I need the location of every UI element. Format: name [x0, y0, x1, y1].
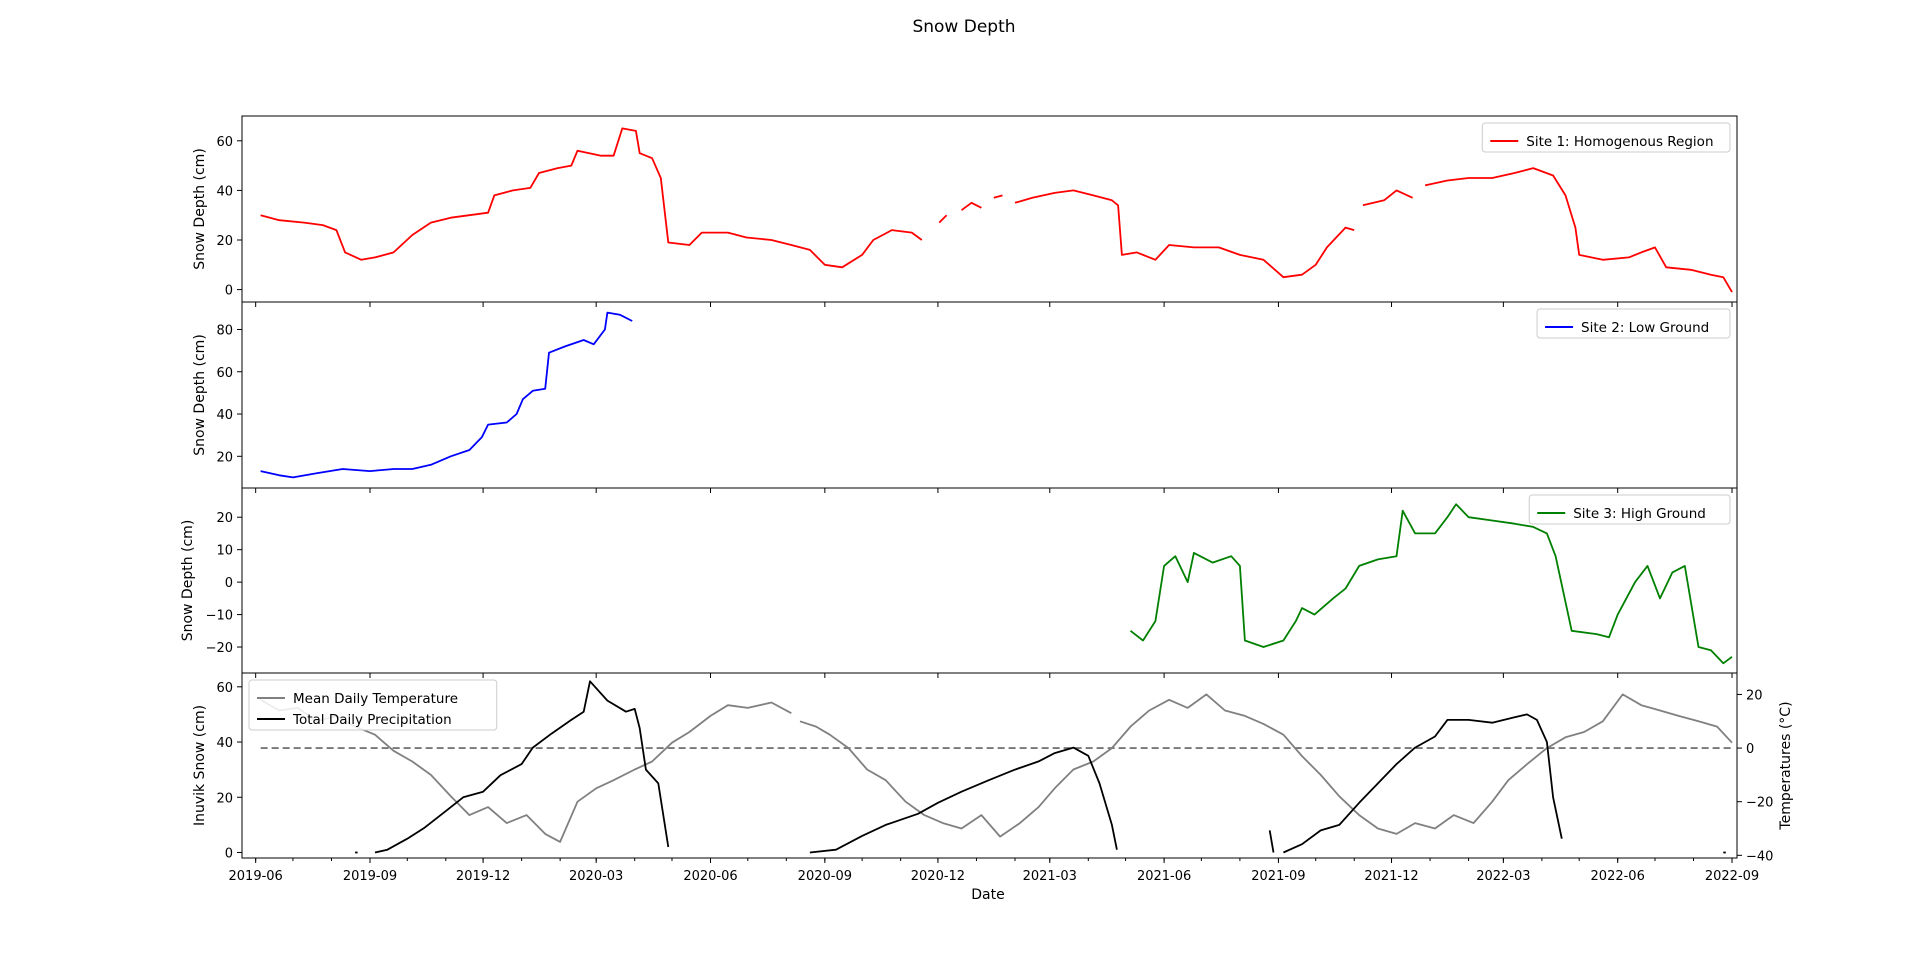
y-tick-label: 40	[216, 408, 233, 423]
y-tick-label: 60	[216, 366, 233, 381]
y-tick-label: 0	[225, 576, 233, 591]
chart-title: Snow Depth	[912, 17, 1015, 37]
legend-box	[1528, 494, 1731, 525]
series-line-4-2	[1283, 713, 1563, 854]
y-tick-label: −10	[206, 609, 233, 624]
x-tick-label: 2022-03	[1476, 869, 1530, 884]
legend-label: Site 1: Homogenous Region	[1526, 134, 1713, 150]
series-line-1-1	[1424, 167, 1733, 293]
y-tick-label: 40	[216, 736, 233, 751]
series-line-1-1	[1362, 189, 1413, 207]
series-line-1-1	[938, 214, 948, 224]
y-tick-label: 60	[216, 681, 233, 696]
y-tick-label: 20	[216, 511, 233, 526]
series-line-4-2	[809, 746, 1118, 854]
right-y-tick-label: 20	[1746, 688, 1763, 703]
x-axis-label: Date	[971, 887, 1004, 903]
x-tick-label: 2020-06	[683, 869, 737, 884]
right-y-tick-label: −40	[1746, 849, 1773, 864]
y-tick-label: 60	[216, 135, 233, 150]
y-axis-label: Snow Depth (cm)	[192, 148, 208, 270]
subplot-4: 0 20 40 60 Inuvik Snow (cm) −40 −20 0 20 Temperat…	[192, 672, 1794, 884]
subplot-2: 20 40 60 80 Snow Depth (cm) Site 2: Low Groun…	[192, 301, 1738, 493]
y-axis-label: Snow Depth (cm)	[180, 520, 196, 642]
right-y-tick-label: 0	[1746, 742, 1754, 757]
x-tick-label: 2019-12	[456, 869, 510, 884]
x-tick-label: 2021-06	[1137, 869, 1191, 884]
y-tick-label: 20	[216, 791, 233, 806]
legend: Mean Daily Temperature Total Daily Precip…	[248, 679, 498, 731]
series-line-1-1	[260, 127, 923, 269]
legend-label: Site 3: High Ground	[1573, 506, 1706, 522]
series-line-4-2	[1268, 830, 1275, 853]
x-tick-label: 2022-09	[1705, 869, 1759, 884]
legend-label: Total Daily Precipitation	[292, 712, 452, 728]
subplot-3: −20 −10 0 10 20 Snow Depth (cm) Site 3: High G…	[180, 487, 1738, 678]
x-tick-label: 2021-12	[1364, 869, 1418, 884]
y-tick-label: 80	[216, 323, 233, 338]
x-tick-label: 2020-12	[911, 869, 965, 884]
y-axis-label: Inuvik Snow (cm)	[192, 705, 208, 826]
x-tick-label: 2020-03	[569, 869, 623, 884]
subplot-frame	[241, 301, 1738, 489]
legend-box	[1536, 308, 1731, 339]
legend: Site 2: Low Ground	[1536, 308, 1731, 339]
legend-label: Site 2: Low Ground	[1581, 320, 1709, 336]
series-line-4-2	[374, 680, 670, 854]
y-axis-label: Snow Depth (cm)	[192, 334, 208, 456]
legend-label: Mean Daily Temperature	[293, 691, 458, 707]
series-line-1-1	[1014, 189, 1355, 279]
y-tick-label: 20	[216, 450, 233, 465]
series-line-1-1	[960, 201, 982, 211]
series-line-3-1	[1129, 503, 1733, 665]
x-tick-label: 2021-09	[1251, 869, 1305, 884]
legend-box	[248, 679, 498, 731]
y-tick-label: 20	[216, 234, 233, 249]
right-y-tick-label: −20	[1746, 796, 1773, 811]
x-tick-label: 2019-09	[343, 869, 397, 884]
y-tick-label: 10	[216, 544, 233, 559]
subplot-1: 0 20 40 60 Snow Depth (cm) Site 1: Homogenous…	[192, 115, 1738, 307]
series-line-1-1	[993, 194, 1003, 199]
subplot-frame	[241, 487, 1738, 674]
legend: Site 1: Homogenous Region	[1481, 122, 1731, 153]
legend-box	[1481, 122, 1731, 153]
y-tick-label: −20	[206, 641, 233, 656]
y-tick-label: 40	[216, 184, 233, 199]
legend: Site 3: High Ground	[1528, 494, 1731, 525]
right-y-axis-label: Temperatures (°C)	[1778, 701, 1794, 830]
y-tick-label: 0	[225, 284, 233, 299]
subplot-frame	[241, 672, 1738, 859]
x-tick-label: 2021-03	[1023, 869, 1077, 884]
x-tick-label: 2019-06	[229, 869, 283, 884]
subplot-stack: 0 20 40 60 Snow Depth (cm) Site 1: Homogenous…	[180, 115, 1794, 884]
x-tick-label: 2022-06	[1591, 869, 1645, 884]
series-line-4-1	[799, 693, 1733, 838]
y-tick-label: 0	[225, 846, 233, 861]
series-line-2-1	[260, 311, 633, 479]
x-tick-label: 2020-09	[798, 869, 852, 884]
